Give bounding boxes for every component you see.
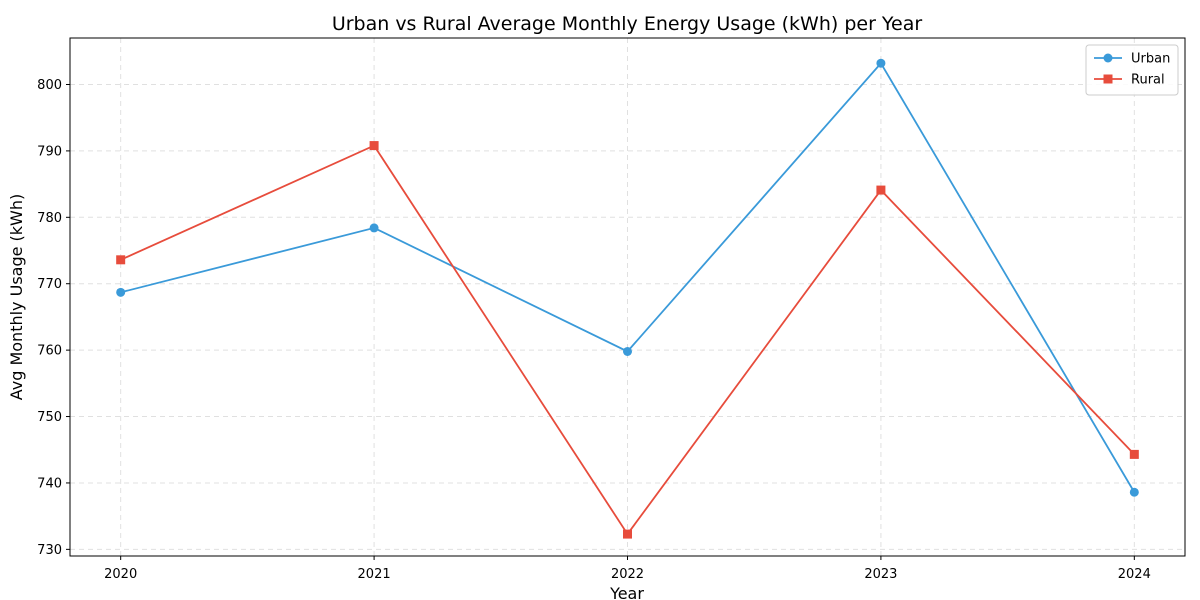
- rural-point: [876, 185, 886, 195]
- x-tick-label: 2022: [611, 567, 644, 582]
- legend-label-urban: Urban: [1131, 52, 1170, 67]
- legend-marker-urban: [1103, 53, 1113, 63]
- urban-point: [623, 346, 632, 356]
- rural-point: [116, 255, 126, 265]
- y-tick-label: 730: [37, 543, 62, 558]
- y-tick-label: 740: [37, 476, 62, 491]
- chart-title: Urban vs Rural Average Monthly Energy Us…: [332, 13, 923, 35]
- grid-lines: [70, 38, 1185, 556]
- x-tick-label: 2024: [1118, 567, 1151, 582]
- legend-marker-rural: [1103, 74, 1113, 84]
- urban-point: [116, 287, 126, 297]
- urban-point: [876, 58, 886, 68]
- y-tick-label: 790: [37, 144, 62, 159]
- legend: Urban Rural: [1085, 44, 1179, 96]
- x-tick-label: 2020: [104, 567, 137, 582]
- y-tick-label: 760: [37, 344, 62, 359]
- rural-point: [369, 141, 379, 151]
- rural-point: [1129, 449, 1139, 459]
- series-lines: [116, 58, 1139, 539]
- y-tick-label: 800: [37, 78, 62, 93]
- urban-point: [1129, 487, 1139, 497]
- axis-ticks: 2020 2021 2022 2023 2024 730 740 750 760 770 780 79…: [37, 78, 1151, 582]
- y-tick-label: 780: [37, 211, 62, 226]
- urban-point: [369, 223, 379, 233]
- rural-point: [623, 529, 632, 539]
- plot-frame: [69, 37, 1186, 557]
- x-tick-label: 2021: [358, 567, 391, 582]
- y-axis-label: Avg Monthly Usage (kWh): [7, 194, 26, 401]
- x-axis-label: Year: [609, 584, 644, 600]
- legend-label-rural: Rural: [1131, 73, 1165, 88]
- y-tick-label: 770: [37, 277, 62, 292]
- y-tick-label: 750: [37, 410, 62, 425]
- x-tick-label: 2023: [864, 567, 897, 582]
